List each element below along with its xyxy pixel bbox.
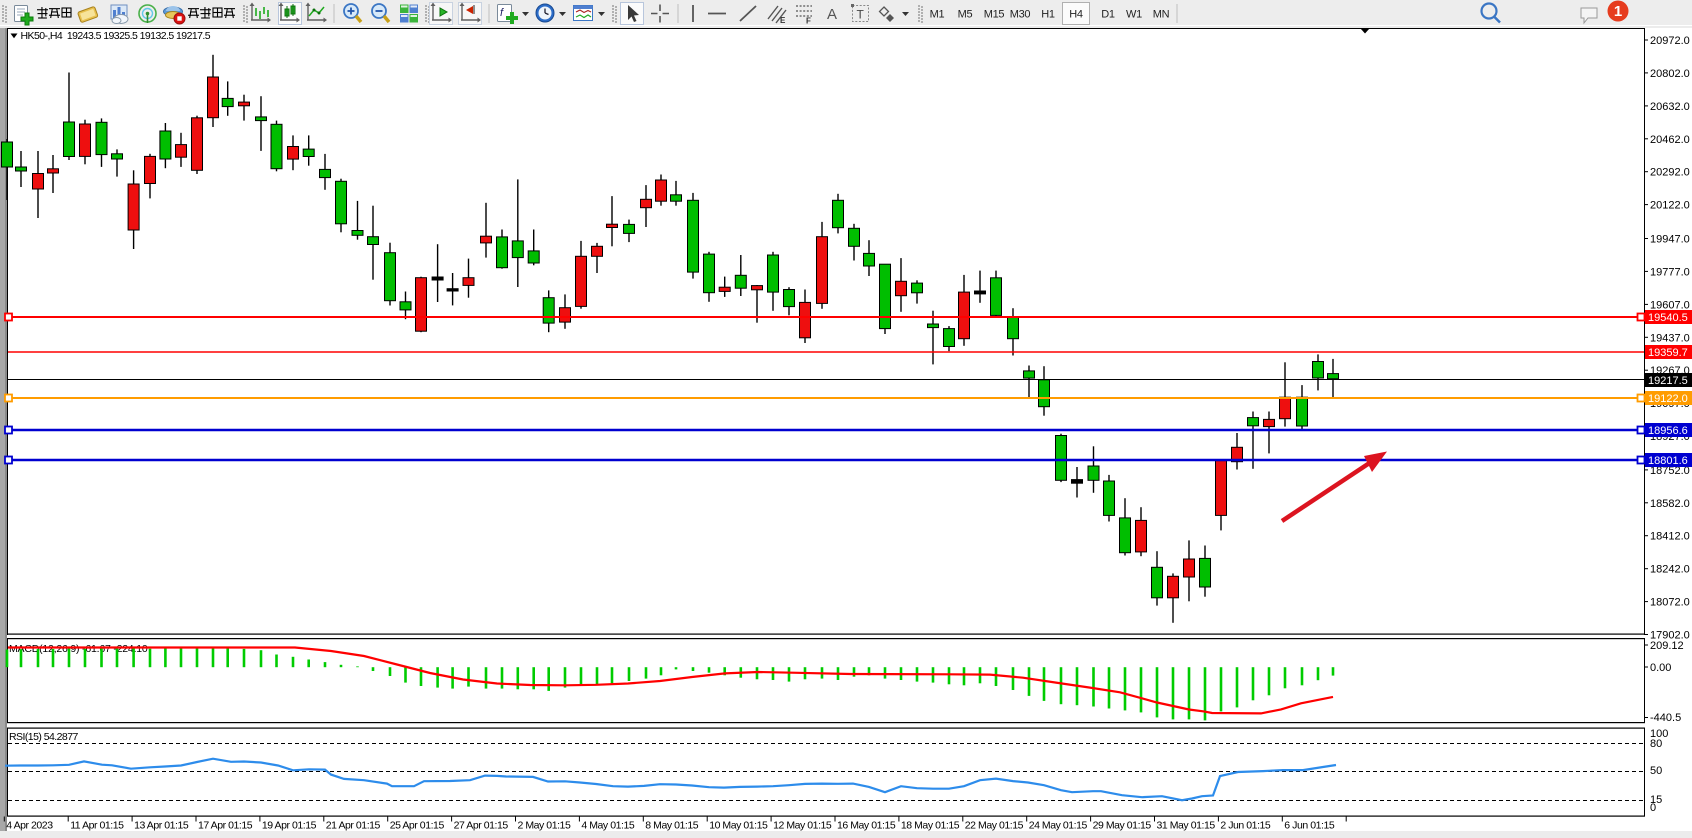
svg-text:31 May 01:15: 31 May 01:15: [1157, 820, 1216, 832]
svg-text:F: F: [806, 17, 811, 26]
svg-text:25 Apr 01:15: 25 Apr 01:15: [390, 820, 445, 832]
svg-text:20292.0: 20292.0: [1650, 167, 1690, 179]
svg-text:8 May 01:15: 8 May 01:15: [645, 820, 698, 832]
svg-text:22 May 01:15: 22 May 01:15: [965, 820, 1024, 832]
svg-text:15: 15: [1650, 794, 1662, 806]
svg-text:2 May 01:15: 2 May 01:15: [518, 820, 571, 832]
svg-text:HK50-,H4 19243.5 19325.5 1913: HK50-,H4 19243.5 19325.5 19132.5 19217.5: [21, 30, 211, 42]
svg-text:19607.0: 19607.0: [1650, 299, 1690, 311]
svg-text:100: 100: [1650, 728, 1668, 740]
svg-text:M15: M15: [984, 9, 1005, 21]
svg-text:1: 1: [1614, 3, 1622, 20]
svg-text:19437.0: 19437.0: [1650, 332, 1690, 344]
svg-text:17902.0: 17902.0: [1650, 630, 1690, 642]
svg-text:M5: M5: [958, 9, 973, 21]
svg-text:MACD(12,26,9) -61.67 -224.10: MACD(12,26,9) -61.67 -224.10: [9, 643, 148, 655]
svg-text:M30: M30: [1010, 9, 1031, 21]
svg-text:29 May 01:15: 29 May 01:15: [1093, 820, 1152, 832]
svg-text:20122.0: 20122.0: [1650, 200, 1690, 212]
svg-text:18582.0: 18582.0: [1650, 498, 1690, 510]
svg-text:RSI(15) 54.2877: RSI(15) 54.2877: [9, 731, 79, 743]
svg-text:20802.0: 20802.0: [1650, 68, 1690, 80]
svg-text:17 Apr 01:15: 17 Apr 01:15: [198, 820, 253, 832]
svg-text:19217.5: 19217.5: [1648, 375, 1688, 387]
svg-text:18801.6: 18801.6: [1648, 455, 1688, 467]
svg-text:19947.0: 19947.0: [1650, 234, 1690, 246]
svg-text:W1: W1: [1126, 9, 1142, 21]
svg-text:18 May 01:15: 18 May 01:15: [901, 820, 960, 832]
svg-text:-440.5: -440.5: [1650, 712, 1681, 724]
svg-text:16 May 01:15: 16 May 01:15: [837, 820, 896, 832]
svg-text:f: f: [500, 7, 504, 19]
svg-text:MN: MN: [1153, 9, 1170, 21]
svg-text:19540.5: 19540.5: [1648, 312, 1688, 324]
svg-text:50: 50: [1650, 765, 1662, 777]
svg-text:27 Apr 01:15: 27 Apr 01:15: [454, 820, 509, 832]
svg-text:21 Apr 01:15: 21 Apr 01:15: [326, 820, 381, 832]
svg-text:18072.0: 18072.0: [1650, 597, 1690, 609]
svg-text:4 May 01:15: 4 May 01:15: [581, 820, 634, 832]
svg-text:4 Apr 2023: 4 Apr 2023: [6, 820, 53, 832]
svg-text:19777.0: 19777.0: [1650, 266, 1690, 278]
svg-text:H4: H4: [1069, 9, 1083, 21]
svg-text:19359.7: 19359.7: [1648, 347, 1688, 359]
svg-text:24 May 01:15: 24 May 01:15: [1029, 820, 1088, 832]
svg-text:12 May 01:15: 12 May 01:15: [773, 820, 832, 832]
svg-text:20462.0: 20462.0: [1650, 134, 1690, 146]
svg-text:20632.0: 20632.0: [1650, 101, 1690, 113]
svg-text:T: T: [857, 8, 865, 22]
svg-text:E: E: [780, 16, 786, 25]
svg-text:M1: M1: [930, 9, 945, 21]
svg-text:2 Jun 01:15: 2 Jun 01:15: [1220, 820, 1271, 832]
svg-text:18752.0: 18752.0: [1650, 465, 1690, 477]
svg-text:80: 80: [1650, 738, 1662, 750]
svg-text:19 Apr 01:15: 19 Apr 01:15: [262, 820, 317, 832]
svg-text:0.00: 0.00: [1650, 662, 1671, 674]
svg-text:0: 0: [1650, 802, 1656, 814]
svg-text:6 Jun 01:15: 6 Jun 01:15: [1284, 820, 1335, 832]
svg-text:18412.0: 18412.0: [1650, 531, 1690, 543]
svg-text:H1: H1: [1041, 9, 1055, 21]
svg-text:20972.0: 20972.0: [1650, 35, 1690, 47]
svg-text:18956.6: 18956.6: [1648, 425, 1688, 437]
svg-text:13 Apr 01:15: 13 Apr 01:15: [134, 820, 189, 832]
svg-text:209.12: 209.12: [1650, 640, 1684, 652]
svg-text:19122.0: 19122.0: [1648, 393, 1688, 405]
svg-text:10 May 01:15: 10 May 01:15: [709, 820, 768, 832]
svg-text:11 Apr 01:15: 11 Apr 01:15: [70, 820, 124, 832]
svg-text:A: A: [827, 6, 837, 23]
svg-text:D1: D1: [1101, 9, 1115, 21]
svg-text:18242.0: 18242.0: [1650, 564, 1690, 576]
